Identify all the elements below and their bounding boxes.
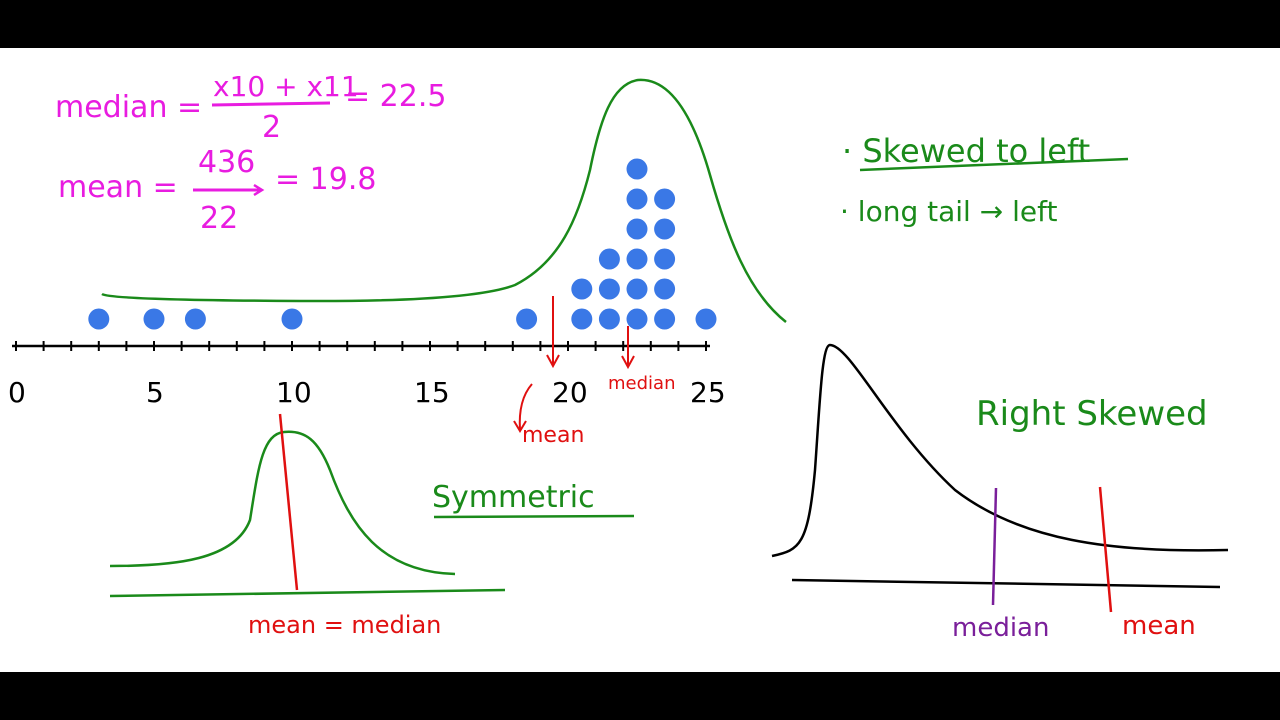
mean-pointer-arrowhead bbox=[513, 420, 527, 433]
symmetric-label: Symmetric bbox=[432, 480, 595, 515]
data-dot bbox=[143, 308, 165, 330]
median-fraction-bar bbox=[211, 101, 331, 107]
number-line-tick-labels: 0 5 10 15 20 25 bbox=[8, 376, 726, 409]
right-skewed-label: Right Skewed bbox=[976, 394, 1208, 434]
data-dot bbox=[571, 278, 593, 300]
median-formula-label: median = bbox=[55, 90, 202, 125]
data-dot bbox=[654, 278, 676, 300]
mean-formula-label: mean = bbox=[58, 170, 178, 205]
skewed-left-note: · Skewed to left bbox=[842, 132, 1090, 170]
symmetric-underline bbox=[433, 514, 635, 519]
top-letterbox bbox=[0, 0, 1280, 48]
data-dot bbox=[626, 278, 648, 300]
bottom-letterbox bbox=[0, 672, 1280, 720]
left-skewed-curve bbox=[101, 78, 787, 323]
data-dot bbox=[654, 218, 676, 240]
data-dot bbox=[516, 308, 538, 330]
dot-plot-mean-label: mean bbox=[522, 423, 584, 448]
right-skewed-mean-line bbox=[1098, 486, 1113, 613]
median-formula-numerator: x10 + x11 bbox=[213, 70, 359, 103]
right-skewed-mean-label: mean bbox=[1122, 611, 1196, 641]
data-dot bbox=[654, 248, 676, 270]
axis-tick-label: 20 bbox=[552, 376, 588, 409]
data-dot bbox=[626, 188, 648, 210]
data-dot bbox=[598, 308, 620, 330]
data-dot bbox=[695, 308, 717, 330]
median-formula: median = x10 + x11 2 = 22.5 bbox=[55, 70, 446, 145]
skewed-left-underline bbox=[859, 157, 1129, 172]
right-skewed-baseline bbox=[791, 578, 1221, 589]
long-tail-note: · long tail → left bbox=[840, 195, 1057, 228]
number-line-ticks bbox=[15, 341, 707, 351]
mean-formula-denominator: 22 bbox=[200, 201, 238, 236]
data-dot bbox=[281, 308, 303, 330]
mean-equals-median-label: mean = median bbox=[248, 611, 441, 639]
data-dots bbox=[88, 158, 717, 330]
data-dot bbox=[626, 308, 648, 330]
data-dot bbox=[598, 278, 620, 300]
data-dot bbox=[654, 308, 676, 330]
right-skewed-median-line bbox=[991, 487, 998, 606]
mean-fraction-arrowhead bbox=[253, 183, 265, 197]
mean-median-line bbox=[278, 413, 299, 591]
data-dot bbox=[571, 308, 593, 330]
right-skewed-median-label: median bbox=[952, 613, 1049, 643]
mean-formula-result: = 19.8 bbox=[275, 162, 376, 197]
data-dot bbox=[626, 218, 648, 240]
mean-pointer-curve bbox=[518, 383, 533, 431]
dot-plot-median-label: median bbox=[608, 373, 675, 394]
axis-tick-label: 0 bbox=[8, 376, 26, 409]
board-background bbox=[0, 48, 1280, 672]
data-dot bbox=[626, 158, 648, 180]
data-dot bbox=[626, 248, 648, 270]
axis-tick-label: 10 bbox=[276, 376, 312, 409]
data-dot bbox=[654, 188, 676, 210]
median-formula-result: = 22.5 bbox=[345, 79, 446, 114]
right-skewed-curve bbox=[771, 343, 1229, 558]
symmetric-baseline bbox=[109, 588, 506, 598]
symmetric-curve bbox=[109, 430, 456, 576]
data-dot bbox=[184, 308, 206, 330]
mean-arrow bbox=[546, 296, 560, 369]
mean-formula-numerator: 436 bbox=[198, 145, 255, 180]
median-arrow bbox=[621, 326, 635, 370]
axis-tick-label: 15 bbox=[414, 376, 450, 409]
axis-tick-label: 25 bbox=[690, 376, 726, 409]
mean-formula: mean = 436 22 = 19.8 bbox=[58, 145, 376, 236]
median-formula-denominator: 2 bbox=[262, 110, 281, 145]
data-dot bbox=[88, 308, 110, 330]
data-dot bbox=[598, 248, 620, 270]
axis-tick-label: 5 bbox=[146, 376, 164, 409]
